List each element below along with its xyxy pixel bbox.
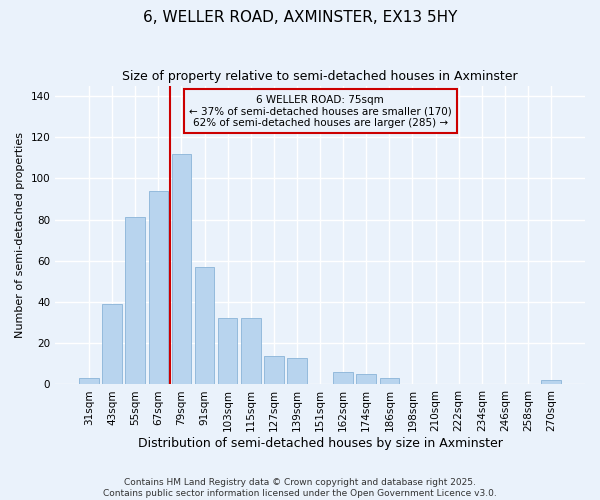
Bar — [125, 218, 145, 384]
Bar — [264, 356, 284, 384]
Bar — [541, 380, 561, 384]
Bar — [172, 154, 191, 384]
Bar — [380, 378, 399, 384]
Bar — [149, 190, 168, 384]
Bar — [287, 358, 307, 384]
Text: Contains HM Land Registry data © Crown copyright and database right 2025.
Contai: Contains HM Land Registry data © Crown c… — [103, 478, 497, 498]
Bar — [241, 318, 260, 384]
Text: 6, WELLER ROAD, AXMINSTER, EX13 5HY: 6, WELLER ROAD, AXMINSTER, EX13 5HY — [143, 10, 457, 25]
Bar — [334, 372, 353, 384]
Bar — [218, 318, 238, 384]
X-axis label: Distribution of semi-detached houses by size in Axminster: Distribution of semi-detached houses by … — [137, 437, 503, 450]
Text: 6 WELLER ROAD: 75sqm
← 37% of semi-detached houses are smaller (170)
62% of semi: 6 WELLER ROAD: 75sqm ← 37% of semi-detac… — [189, 94, 451, 128]
Bar — [79, 378, 99, 384]
Bar — [356, 374, 376, 384]
Bar — [195, 267, 214, 384]
Title: Size of property relative to semi-detached houses in Axminster: Size of property relative to semi-detach… — [122, 70, 518, 83]
Bar — [103, 304, 122, 384]
Y-axis label: Number of semi-detached properties: Number of semi-detached properties — [15, 132, 25, 338]
